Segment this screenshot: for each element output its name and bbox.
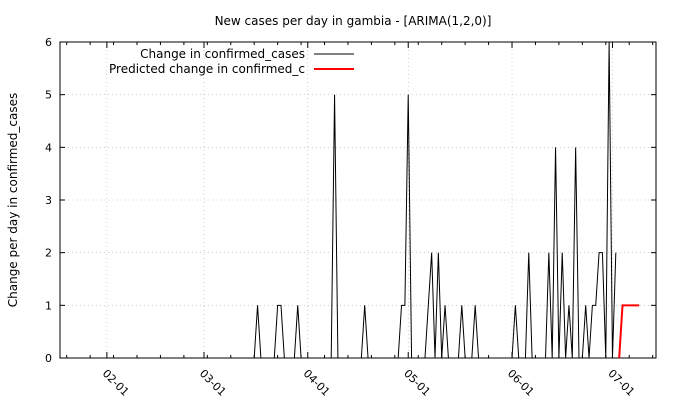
legend-label-predicted: Predicted change in confirmed_c <box>109 62 305 76</box>
series-layer <box>60 41 640 359</box>
series-observed-line <box>60 41 617 359</box>
x-tick-label: 03-01 <box>197 367 229 399</box>
y-tick-label: 3 <box>45 194 52 207</box>
x-tick-label: 04-01 <box>301 367 333 399</box>
x-tick-label: 06-01 <box>505 367 537 399</box>
y-axis-label: Change per day in confirmed_cases <box>6 93 20 308</box>
x-tick-label: 05-01 <box>401 367 433 399</box>
x-tick-label: 07-01 <box>605 367 637 399</box>
y-tick-label: 6 <box>45 36 52 49</box>
legend: Change in confirmed_cases Predicted chan… <box>109 47 354 76</box>
y-axis: 0 1 2 3 4 5 6 <box>45 36 656 365</box>
y-tick-label: 0 <box>45 352 52 365</box>
series-predicted-line <box>618 304 640 359</box>
grid <box>60 42 656 358</box>
y-tick-label: 5 <box>45 89 52 102</box>
legend-label-observed: Change in confirmed_cases <box>140 47 305 61</box>
x-tick-label: 02-01 <box>100 367 132 399</box>
chart-title: New cases per day in gambia - [ARIMA(1,2… <box>215 14 492 28</box>
plot-frame <box>59 41 657 359</box>
y-tick-label: 4 <box>45 141 52 154</box>
y-tick-label: 2 <box>45 247 52 260</box>
y-tick-label: 1 <box>45 299 52 312</box>
